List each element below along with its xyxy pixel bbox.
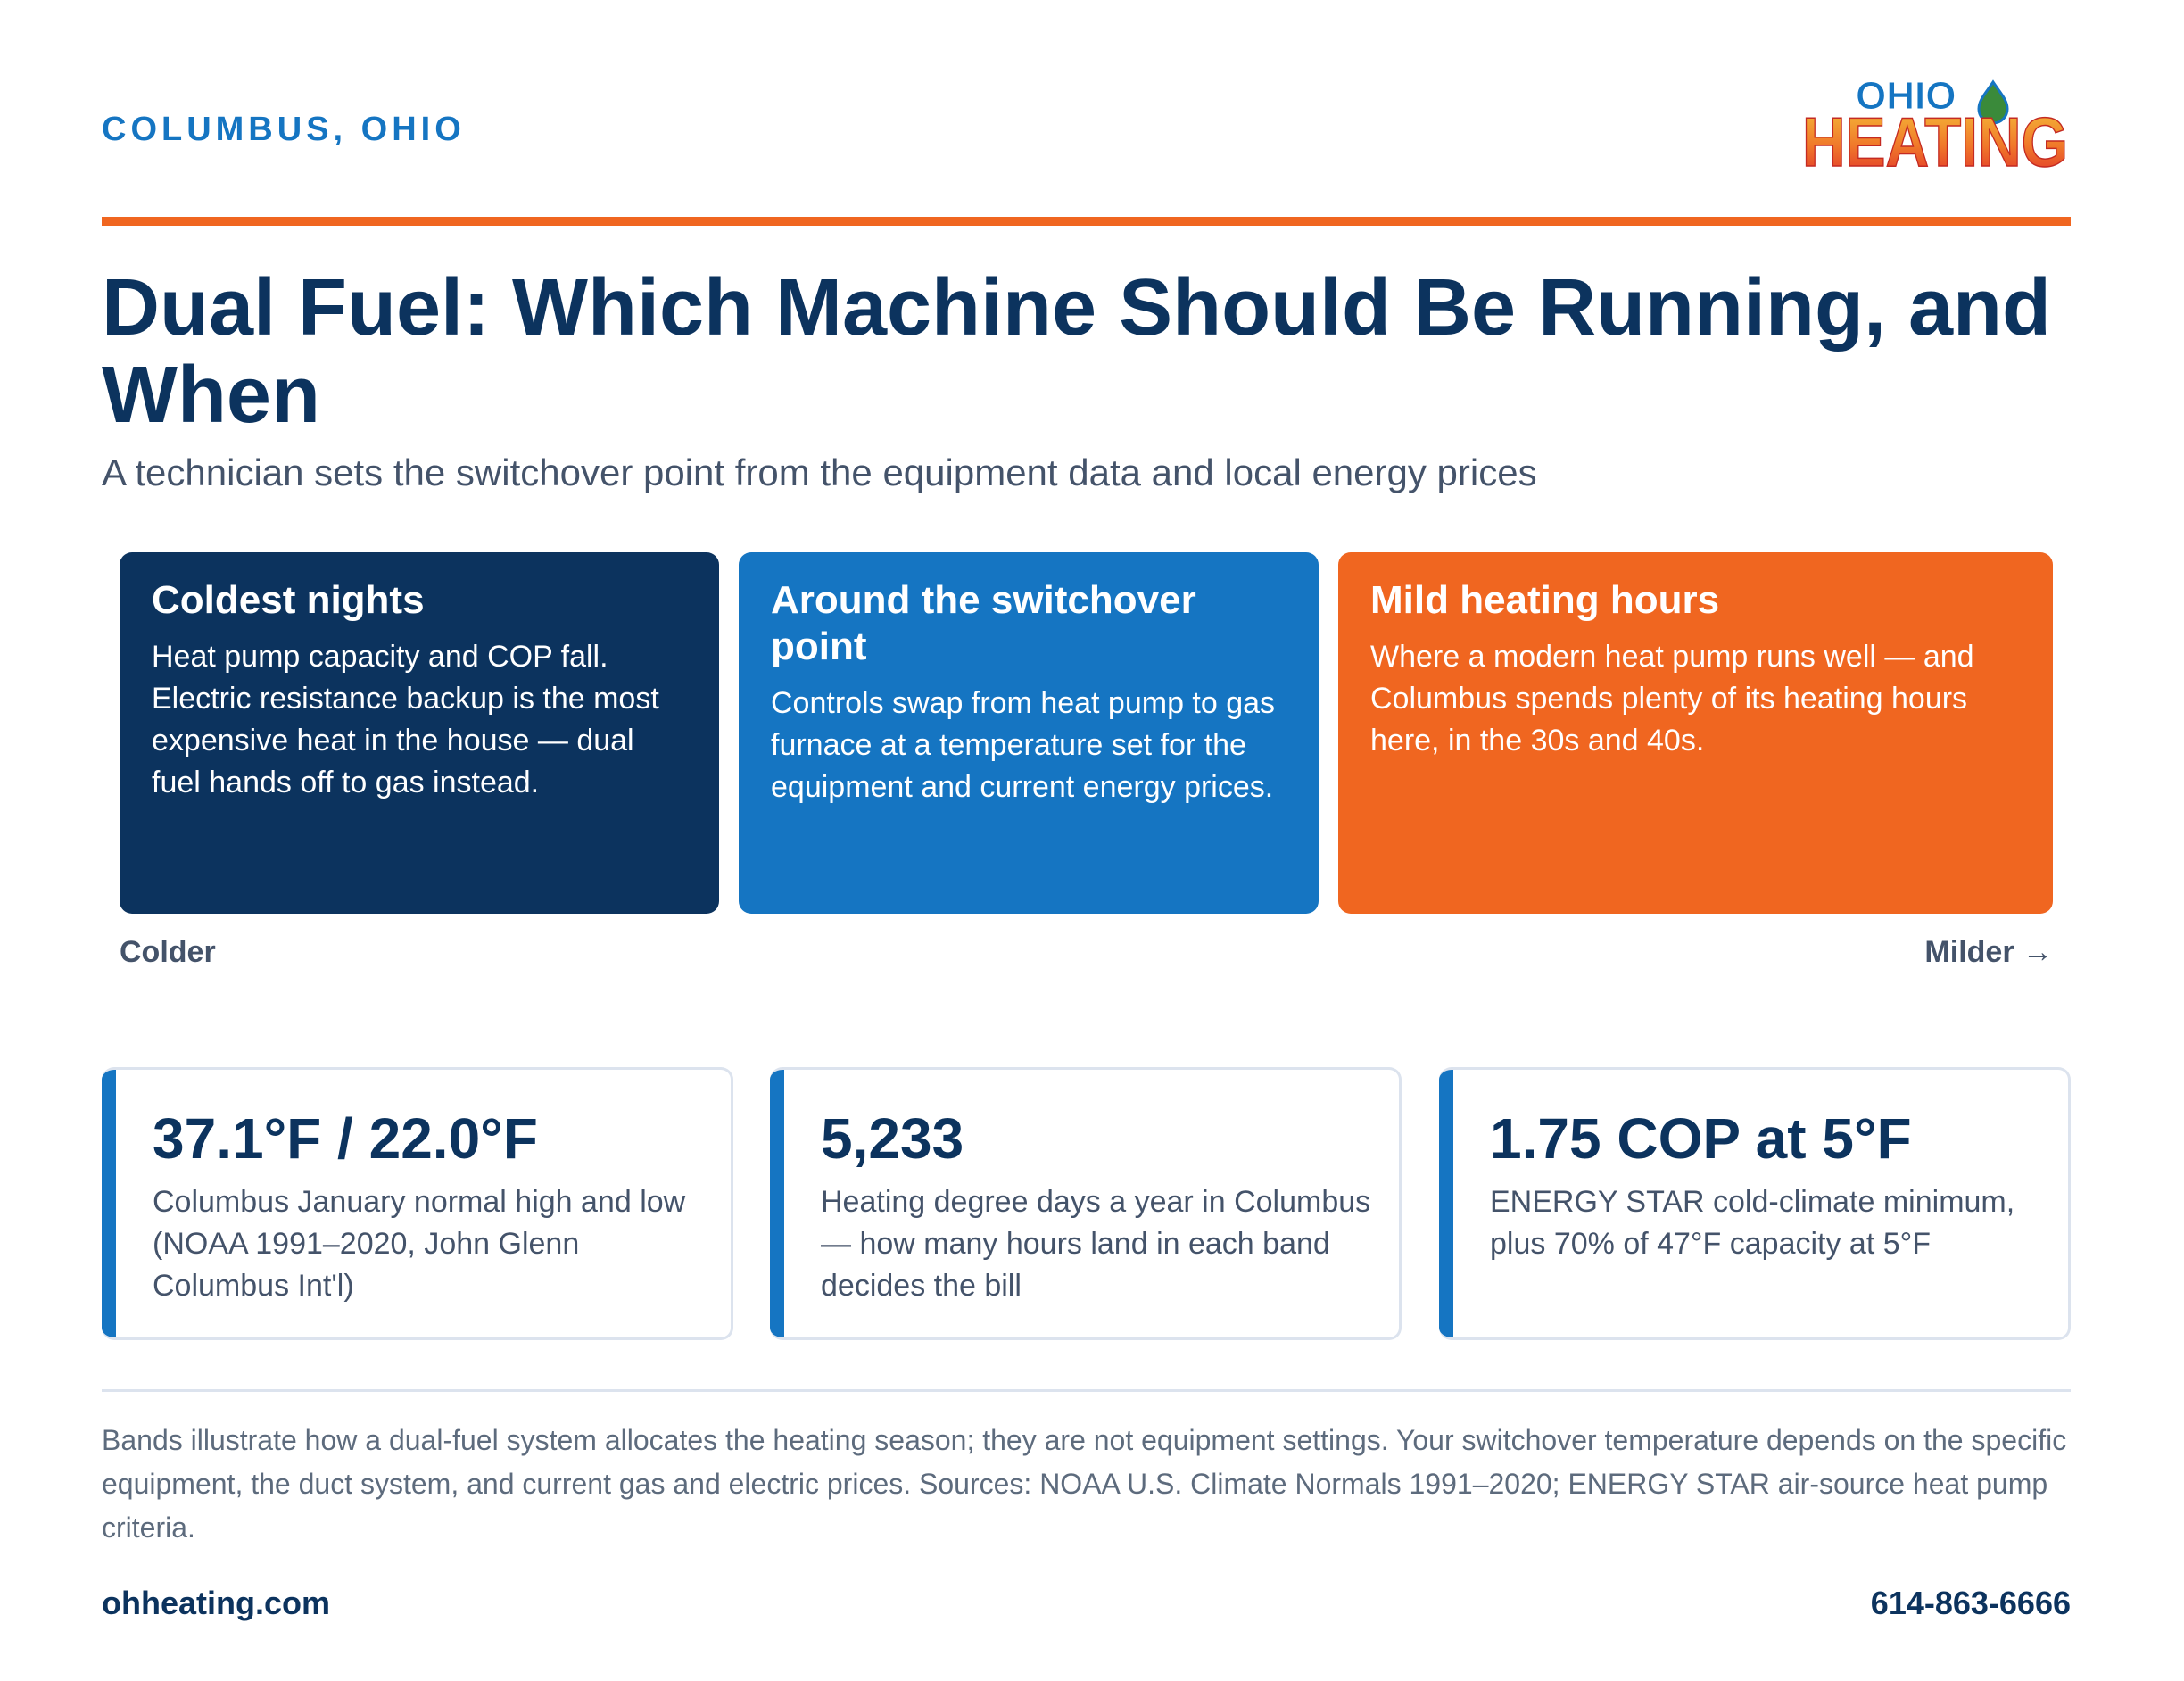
stat-description: ENERGY STAR cold-climate minimum, plus 7… [1490,1185,2015,1261]
band-title: Around the switchover point [771,578,1196,668]
stat-card-cop: 1.75 COP at 5°F ENERGY STAR cold-climate… [1439,1067,2071,1340]
svg-text:OHIO: OHIO [1856,74,1956,118]
stat-card-january-temps: 37.1°F / 22.0°F Columbus January normal … [102,1067,733,1340]
footer-divider [102,1389,2071,1392]
band-body: Controls swap from heat pump to gas furn… [771,686,1276,804]
stat-card-heating-degree-days: 5,233 Heating degree days a year in Colu… [770,1067,1402,1340]
band-body: Heat pump capacity and COP fall. Electri… [152,640,659,799]
ohio-heating-logo: OHIO HEATING [1802,74,2069,172]
header-divider [102,217,2071,226]
website-link[interactable]: ohheating.com [102,1585,331,1621]
band-coldest-nights: Coldest nights Heat pump capacity and CO… [120,552,719,914]
stat-value: 5,233 [821,1106,964,1171]
stat-value: 1.75 COP at 5°F [1490,1106,1912,1171]
band-switchover-point: Around the switchover point Controls swa… [739,552,1319,914]
band-body: Where a modern heat pump runs well — and… [1370,640,1974,758]
band-title: Mild heating hours [1370,578,1720,622]
page-title: Dual Fuel: Which Machine Should Be Runni… [102,263,2051,440]
stat-description: Heating degree days a year in Columbus —… [821,1185,1371,1303]
page-subtitle: A technician sets the switchover point f… [102,451,1537,493]
footnote: Bands illustrate how a dual-fuel system … [102,1424,2067,1544]
phone-number[interactable]: 614-863-6666 [1870,1585,2071,1621]
stat-value: 37.1°F / 22.0°F [153,1106,538,1171]
svg-text:HEATING: HEATING [1802,103,2068,171]
band-mild-heating-hours: Mild heating hours Where a modern heat p… [1338,552,2053,914]
axis-label-milder: Milder → [1924,935,2053,969]
stat-description: Columbus January normal high and low (NO… [153,1185,686,1303]
location-label: COLUMBUS, OHIO [102,111,466,148]
axis-label-colder: Colder [120,935,216,969]
band-title: Coldest nights [152,578,425,622]
